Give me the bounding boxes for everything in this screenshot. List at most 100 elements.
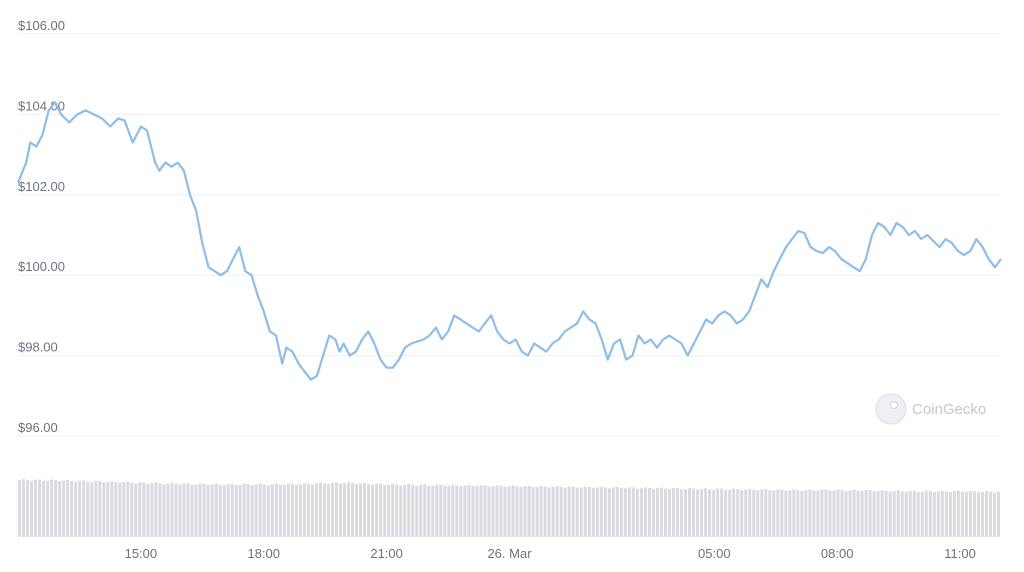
- volume-bar: [936, 491, 940, 537]
- volume-bar: [680, 489, 684, 537]
- volume-bar: [459, 486, 463, 537]
- volume-bar: [623, 488, 627, 537]
- volume-bar: [896, 490, 900, 537]
- volume-bar: [351, 482, 355, 537]
- volume-bar: [972, 491, 976, 537]
- volume-bar: [543, 486, 547, 537]
- volume-bar: [872, 491, 876, 537]
- grid-lines: [18, 33, 1001, 437]
- volume-bar: [318, 482, 322, 537]
- volume-bar: [571, 486, 575, 537]
- volume-bar: [519, 487, 523, 537]
- volume-bar: [443, 485, 447, 537]
- x-tick-label: 11:00: [944, 546, 976, 561]
- volume-bar: [86, 481, 90, 537]
- volume-bar: [688, 487, 692, 537]
- volume-bar: [411, 484, 415, 537]
- volume-bar: [952, 491, 956, 537]
- volume-bar: [178, 484, 182, 537]
- y-tick-label: $96.00: [18, 420, 58, 435]
- volume-bar: [122, 482, 126, 537]
- volume-bar: [984, 491, 988, 537]
- volume-bar: [696, 489, 700, 537]
- volume-bar: [419, 484, 423, 537]
- volume-bar: [455, 485, 459, 537]
- volume-bar: [960, 491, 964, 537]
- volume-bar: [363, 482, 367, 537]
- volume-bar: [591, 488, 595, 537]
- x-tick-label: 26. Mar: [487, 546, 532, 561]
- volume-bar: [38, 479, 42, 537]
- volume-bar: [266, 485, 270, 537]
- volume-bar: [968, 490, 972, 537]
- volume-bar: [294, 484, 298, 537]
- price-series-line: [16, 101, 1002, 381]
- volume-bar: [399, 485, 403, 537]
- volume-bar: [523, 485, 527, 537]
- volume-bar: [451, 484, 455, 537]
- volume-bar: [988, 491, 992, 537]
- volume-bar: [326, 483, 330, 537]
- volume-bar: [812, 490, 816, 537]
- volume-bar: [647, 488, 651, 537]
- volume-bar: [908, 490, 912, 537]
- coingecko-label: CoinGecko: [912, 401, 986, 418]
- volume-bar: [836, 489, 840, 537]
- volume-bar: [198, 483, 202, 537]
- volume-bar: [732, 488, 736, 537]
- volume-bar: [234, 484, 238, 537]
- volume-bar: [102, 482, 106, 537]
- y-tick-label: $106.00: [18, 18, 65, 33]
- volume-bar: [42, 480, 46, 537]
- coingecko-logo-eye: [890, 401, 898, 409]
- volume-bar: [884, 490, 888, 537]
- volume-bar: [607, 488, 611, 537]
- volume-bar: [916, 491, 920, 537]
- volume-bar: [302, 483, 306, 537]
- volume-bar: [800, 490, 804, 537]
- volume-bar: [330, 482, 334, 537]
- volume-bar: [643, 487, 647, 537]
- volume-bar: [78, 480, 82, 537]
- volume-bar: [736, 489, 740, 537]
- y-tick-label: $104.00: [18, 98, 65, 113]
- volume-bar: [90, 481, 94, 537]
- volume-bar: [924, 490, 928, 537]
- volume-bar: [375, 483, 379, 537]
- volume-bar: [671, 488, 676, 537]
- volume-bar: [427, 485, 431, 537]
- volume-bar: [547, 487, 551, 537]
- volume-bar: [94, 480, 98, 537]
- volume-bar: [611, 487, 615, 537]
- volume-bar: [218, 484, 222, 537]
- volume-bar: [619, 488, 623, 537]
- volume-bar: [342, 483, 347, 537]
- volume-bar: [250, 485, 254, 537]
- volume-bar: [182, 483, 186, 537]
- volume-bar: [712, 489, 716, 537]
- volume-bar: [888, 491, 892, 537]
- y-tick-label: $102.00: [18, 179, 65, 194]
- volume-bar: [379, 483, 383, 537]
- volume-bar: [780, 489, 784, 537]
- volume-bar: [194, 484, 198, 537]
- volume-bar: [487, 486, 491, 537]
- volume-bar: [744, 489, 748, 537]
- volume-bar: [816, 490, 820, 537]
- volume-bar: [415, 485, 419, 537]
- volume-bar: [852, 489, 856, 537]
- volume-bar: [142, 482, 146, 537]
- volume-bar: [776, 489, 780, 537]
- volume-bar: [242, 483, 246, 537]
- volume-bar: [876, 491, 880, 537]
- volume-bar: [186, 483, 190, 537]
- volume-bar: [34, 479, 38, 537]
- volume-bar: [840, 490, 844, 537]
- volume-bar: [210, 484, 214, 537]
- volume-bar: [114, 482, 118, 537]
- volume-bar: [98, 481, 102, 537]
- x-tick-label: 21:00: [370, 546, 403, 561]
- volume-bar: [716, 488, 720, 537]
- volume-bar: [724, 489, 728, 537]
- volume-bar: [290, 483, 294, 537]
